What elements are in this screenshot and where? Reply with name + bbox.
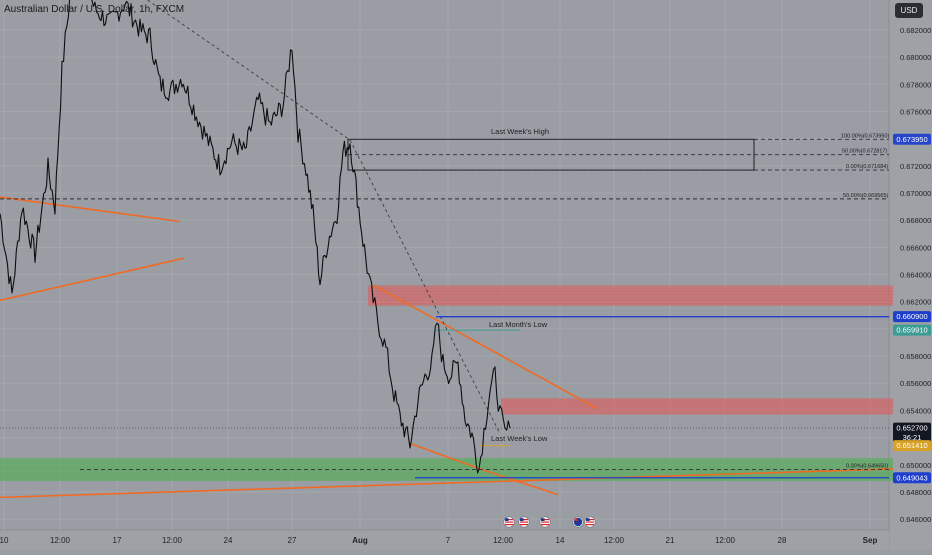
dashed-trend-line [146,0,351,141]
fib-label: 50.00%(0.672817) [842,149,887,155]
flag-stripe [520,524,528,526]
fib-label: 0.00%(0.671684) [846,164,888,170]
currency-button[interactable]: USD [895,3,923,18]
flag-stripe [541,521,549,523]
x-axis-tick-label: 12:00 [715,536,736,545]
price-tag-label: 0.673950 [896,135,927,144]
price-series [0,0,511,474]
y-axis-tick-label: 0.648000 [900,488,931,497]
price-tag-label: 0.660900 [896,312,927,321]
flag-canton [541,518,545,521]
price-tag [893,133,931,145]
y-axis-tick-label: 0.680000 [900,53,931,62]
chart-title: Australian Dollar / U.S. Dollar, 1h, FXC… [4,4,184,15]
flag-stripe [505,521,513,523]
price-tag-label: 0.651410 [896,441,927,450]
level-annotation: Last Week's Low [491,434,548,443]
supply-zone [501,398,893,415]
y-axis-tick-label: 0.646000 [900,515,931,524]
price-tag-label: 0.652700 [896,424,927,433]
price-tag [893,472,931,484]
title-separator: , [133,4,140,15]
exchange-label: FXCM [155,4,185,15]
trend-line [479,468,559,496]
x-axis-tick-label: Sep [863,536,878,545]
x-axis-tick-label: Aug [352,536,368,545]
flag-stripe [505,524,513,526]
price-tag [893,324,931,336]
x-axis-tick-label: 17 [113,536,122,545]
x-axis-tick-label: 12:00 [162,536,183,545]
x-axis-tick-label: 24 [224,536,233,545]
trend-line [0,196,181,223]
flag-canton [520,518,524,521]
x-axis-tick-label: 28 [778,536,787,545]
flag-canton [586,518,590,521]
y-axis-tick-label: 0.670000 [900,189,931,198]
flag-stripe [520,519,528,521]
x-axis-tick-label: 14 [556,536,565,545]
x-axis-tick-label: 10 [0,536,9,545]
flag-stripe [505,519,513,521]
trend-line [373,284,599,410]
y-axis-tick-label: 0.682000 [900,26,931,35]
interval-label[interactable]: 1h [139,4,151,15]
y-axis-tick-label: 0.668000 [900,216,931,225]
price-tag-label: 0.659910 [896,326,927,335]
x-axis-tick-label: 7 [446,536,451,545]
y-axis-tick-label: 0.656000 [900,379,931,388]
flag-stripe [541,524,549,526]
countdown-label: 36:21 [903,433,922,442]
y-axis-tick-label: 0.650000 [900,461,931,470]
level-annotation: Last Month's Low [489,320,548,329]
price-tag-label: 0.649043 [896,473,927,482]
x-axis-tick-label: 21 [666,536,675,545]
trend-line [0,257,185,302]
flag-stripe [586,521,594,523]
fib-label: 100.00%(0.673950) [841,133,889,139]
flag-detail [574,518,578,521]
flag-stripe [520,521,528,523]
level-annotation: Last Week's High [491,127,549,136]
y-axis-tick-label: 0.664000 [900,271,931,280]
y-axis-tick-label: 0.658000 [900,352,931,361]
fib-label: 50.00%(0.669565) [843,193,888,199]
y-axis-tick-label: 0.676000 [900,107,931,116]
x-axis-tick-label: 12:00 [493,536,514,545]
trend-line [408,442,481,470]
flag-stripe [586,524,594,526]
x-axis-tick-label: 27 [288,536,297,545]
flag-stripe [541,519,549,521]
price-tag [893,311,931,323]
symbol-name[interactable]: Australian Dollar / U.S. Dollar [4,4,134,15]
dashed-trend-line [349,139,501,434]
price-tag [893,422,931,443]
price-tag [893,440,931,452]
x-axis-tick-label: 12:00 [604,536,625,545]
title-separator: , [150,4,156,15]
y-axis-tick-label: 0.672000 [900,162,931,171]
y-axis-tick-label: 0.654000 [900,406,931,415]
flag-stripe [586,519,594,521]
x-axis-tick-label: 12:00 [50,536,71,545]
y-axis-tick-label: 0.662000 [900,298,931,307]
y-axis-tick-label: 0.666000 [900,243,931,252]
trend-line [0,468,894,499]
y-axis-tick-label: 0.678000 [900,80,931,89]
fib-label: 0.00%(0.649650) [846,464,888,470]
flag-canton [505,518,509,521]
